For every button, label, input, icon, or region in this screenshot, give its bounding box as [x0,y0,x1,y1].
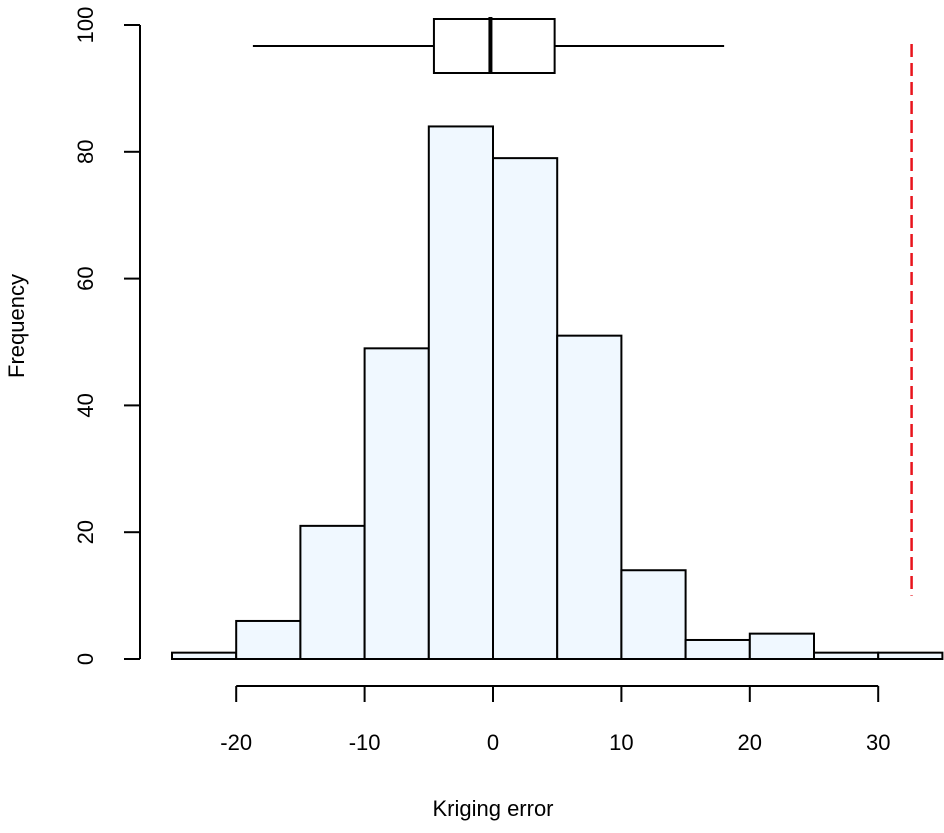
histogram-bar [620,569,687,660]
x-tick-label: 30 [866,730,890,755]
histogram-bar [363,347,430,660]
histogram-bar [748,632,815,661]
x-tick-label: -10 [349,730,381,755]
y-tick-label: 20 [73,520,98,544]
y-tick-label: 0 [73,653,98,665]
y-tick-label: 80 [73,140,98,164]
x-tick-label: -20 [220,730,252,755]
x-tick-label: 0 [487,730,499,755]
y-tick-label: 100 [73,7,98,44]
histogram-bar [684,638,751,660]
histogram-bar [235,619,302,661]
x-axis-title: Kriging error [432,796,553,821]
y-tick-label: 40 [73,393,98,417]
y-tick-label: 60 [73,266,98,290]
x-axis: -20 -10 0 10 20 30 [220,685,890,755]
histogram-bar [492,157,559,660]
y-axis: 0 20 40 60 80 100 [73,7,141,665]
histogram-bars [171,125,944,661]
x-tick-label: 10 [609,730,633,755]
histogram-bar [877,651,944,660]
boxplot [252,17,725,74]
x-tick-label: 20 [738,730,762,755]
histogram-bar [427,125,494,660]
histogram-bar [299,524,366,660]
histogram-bar [556,334,623,660]
histogram-bar [171,651,238,660]
histogram-bar [813,651,880,660]
boxplot-box [432,18,556,74]
y-axis-title: Frequency [4,274,29,378]
